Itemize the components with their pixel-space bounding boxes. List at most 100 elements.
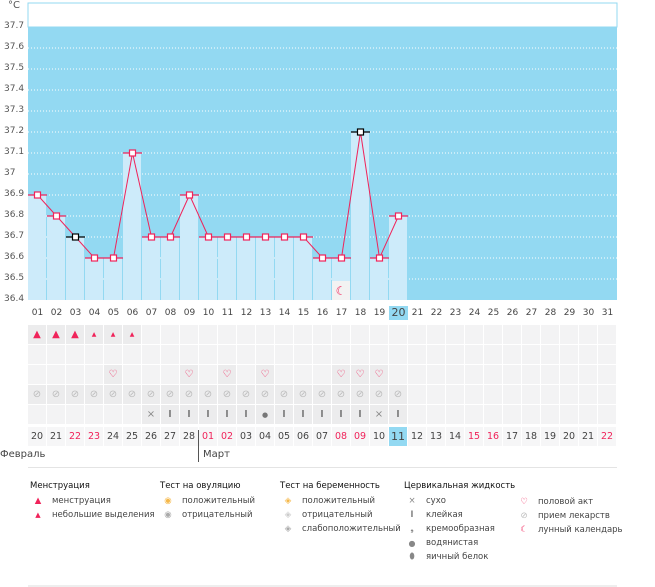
spotting-icon[interactable]: ▲	[123, 325, 141, 344]
empty-cell[interactable]	[199, 345, 217, 364]
empty-cell[interactable]	[351, 345, 369, 364]
cycle-day-label[interactable]: 27	[525, 308, 538, 318]
empty-cell[interactable]	[408, 365, 426, 384]
empty-cell[interactable]	[598, 325, 616, 344]
empty-cell[interactable]	[541, 325, 559, 344]
empty-cell[interactable]	[66, 405, 84, 424]
empty-cell[interactable]	[180, 325, 198, 344]
dry-icon[interactable]: ×	[370, 405, 388, 424]
empty-cell[interactable]	[503, 365, 521, 384]
cycle-day-label[interactable]: 16	[316, 308, 329, 318]
cycle-day-label[interactable]: 30	[582, 308, 595, 318]
empty-cell[interactable]	[408, 345, 426, 364]
sticky-icon[interactable]: I	[313, 405, 331, 424]
empty-cell[interactable]	[446, 365, 464, 384]
pill-icon[interactable]: ⊘	[237, 385, 255, 404]
calendar-date[interactable]: 18	[522, 427, 540, 446]
cycle-day-label[interactable]: 15	[297, 308, 310, 318]
heart-icon[interactable]: ♡	[104, 365, 122, 384]
pill-icon[interactable]: ⊘	[161, 385, 179, 404]
empty-cell[interactable]	[427, 405, 445, 424]
pill-icon[interactable]: ⊘	[66, 385, 84, 404]
calendar-date[interactable]: 07	[313, 427, 331, 446]
temp-point[interactable]	[356, 128, 365, 136]
cycle-day-label[interactable]: 25	[487, 308, 500, 318]
cycle-day-label[interactable]: 11	[221, 308, 234, 318]
empty-cell[interactable]	[28, 405, 46, 424]
cycle-day-label[interactable]: 14	[278, 308, 291, 318]
sticky-icon[interactable]: I	[161, 405, 179, 424]
empty-cell[interactable]	[256, 345, 274, 364]
empty-cell[interactable]	[66, 345, 84, 364]
empty-cell[interactable]	[522, 405, 540, 424]
calendar-date[interactable]: 26	[142, 427, 160, 446]
heart-icon[interactable]: ♡	[370, 365, 388, 384]
empty-cell[interactable]	[503, 405, 521, 424]
empty-cell[interactable]	[503, 345, 521, 364]
calendar-date[interactable]: 16	[484, 427, 502, 446]
empty-cell[interactable]	[85, 405, 103, 424]
cycle-day-label[interactable]: 21	[411, 308, 424, 318]
empty-cell[interactable]	[161, 365, 179, 384]
empty-cell[interactable]	[579, 405, 597, 424]
cycle-day-label[interactable]: 01	[31, 308, 44, 318]
cycle-day-label[interactable]: 12	[240, 308, 253, 318]
pill-icon[interactable]: ⊘	[256, 385, 274, 404]
temp-point[interactable]	[375, 254, 384, 262]
calendar-date[interactable]: 02	[218, 427, 236, 446]
empty-cell[interactable]	[47, 365, 65, 384]
sticky-icon[interactable]: I	[332, 405, 350, 424]
pill-icon[interactable]: ⊘	[180, 385, 198, 404]
cycle-day-label[interactable]: 05	[107, 308, 120, 318]
watery-icon[interactable]: ●	[256, 405, 274, 424]
calendar-date[interactable]: 19	[541, 427, 559, 446]
temp-point[interactable]	[204, 233, 213, 241]
empty-cell[interactable]	[408, 325, 426, 344]
calendar-date[interactable]: 08	[332, 427, 350, 446]
cycle-day-label[interactable]: 31	[601, 308, 614, 318]
empty-cell[interactable]	[560, 365, 578, 384]
temp-point[interactable]	[223, 233, 232, 241]
empty-cell[interactable]	[123, 405, 141, 424]
empty-cell[interactable]	[522, 345, 540, 364]
temp-point[interactable]	[299, 233, 308, 241]
empty-cell[interactable]	[522, 365, 540, 384]
empty-cell[interactable]	[560, 405, 578, 424]
empty-cell[interactable]	[484, 345, 502, 364]
menstruation-icon[interactable]: ▲	[47, 325, 65, 344]
menstruation-icon[interactable]: ▲	[28, 325, 46, 344]
empty-cell[interactable]	[522, 385, 540, 404]
empty-cell[interactable]	[85, 365, 103, 384]
calendar-date[interactable]: 05	[275, 427, 293, 446]
empty-cell[interactable]	[123, 365, 141, 384]
pill-icon[interactable]: ⊘	[294, 385, 312, 404]
empty-cell[interactable]	[237, 365, 255, 384]
empty-cell[interactable]	[313, 365, 331, 384]
empty-cell[interactable]	[484, 325, 502, 344]
empty-cell[interactable]	[446, 405, 464, 424]
heart-icon[interactable]: ♡	[218, 365, 236, 384]
temp-point[interactable]	[280, 233, 289, 241]
cycle-day-label[interactable]: 09	[183, 308, 196, 318]
empty-cell[interactable]	[28, 365, 46, 384]
calendar-date[interactable]: 24	[104, 427, 122, 446]
cycle-day-label[interactable]: 02	[50, 308, 63, 318]
cycle-day-label[interactable]: 18	[354, 308, 367, 318]
empty-cell[interactable]	[446, 345, 464, 364]
empty-cell[interactable]	[408, 405, 426, 424]
empty-cell[interactable]	[370, 325, 388, 344]
empty-cell[interactable]	[465, 325, 483, 344]
cycle-day-label[interactable]: 19	[373, 308, 386, 318]
empty-cell[interactable]	[199, 325, 217, 344]
sticky-icon[interactable]: I	[294, 405, 312, 424]
empty-cell[interactable]	[465, 345, 483, 364]
cycle-day-label[interactable]: 17	[335, 308, 348, 318]
empty-cell[interactable]	[522, 325, 540, 344]
empty-cell[interactable]	[161, 325, 179, 344]
empty-cell[interactable]	[47, 405, 65, 424]
calendar-date[interactable]: 21	[579, 427, 597, 446]
empty-cell[interactable]	[313, 325, 331, 344]
cycle-day-label[interactable]: 03	[69, 308, 82, 318]
empty-cell[interactable]	[579, 365, 597, 384]
empty-cell[interactable]	[503, 325, 521, 344]
